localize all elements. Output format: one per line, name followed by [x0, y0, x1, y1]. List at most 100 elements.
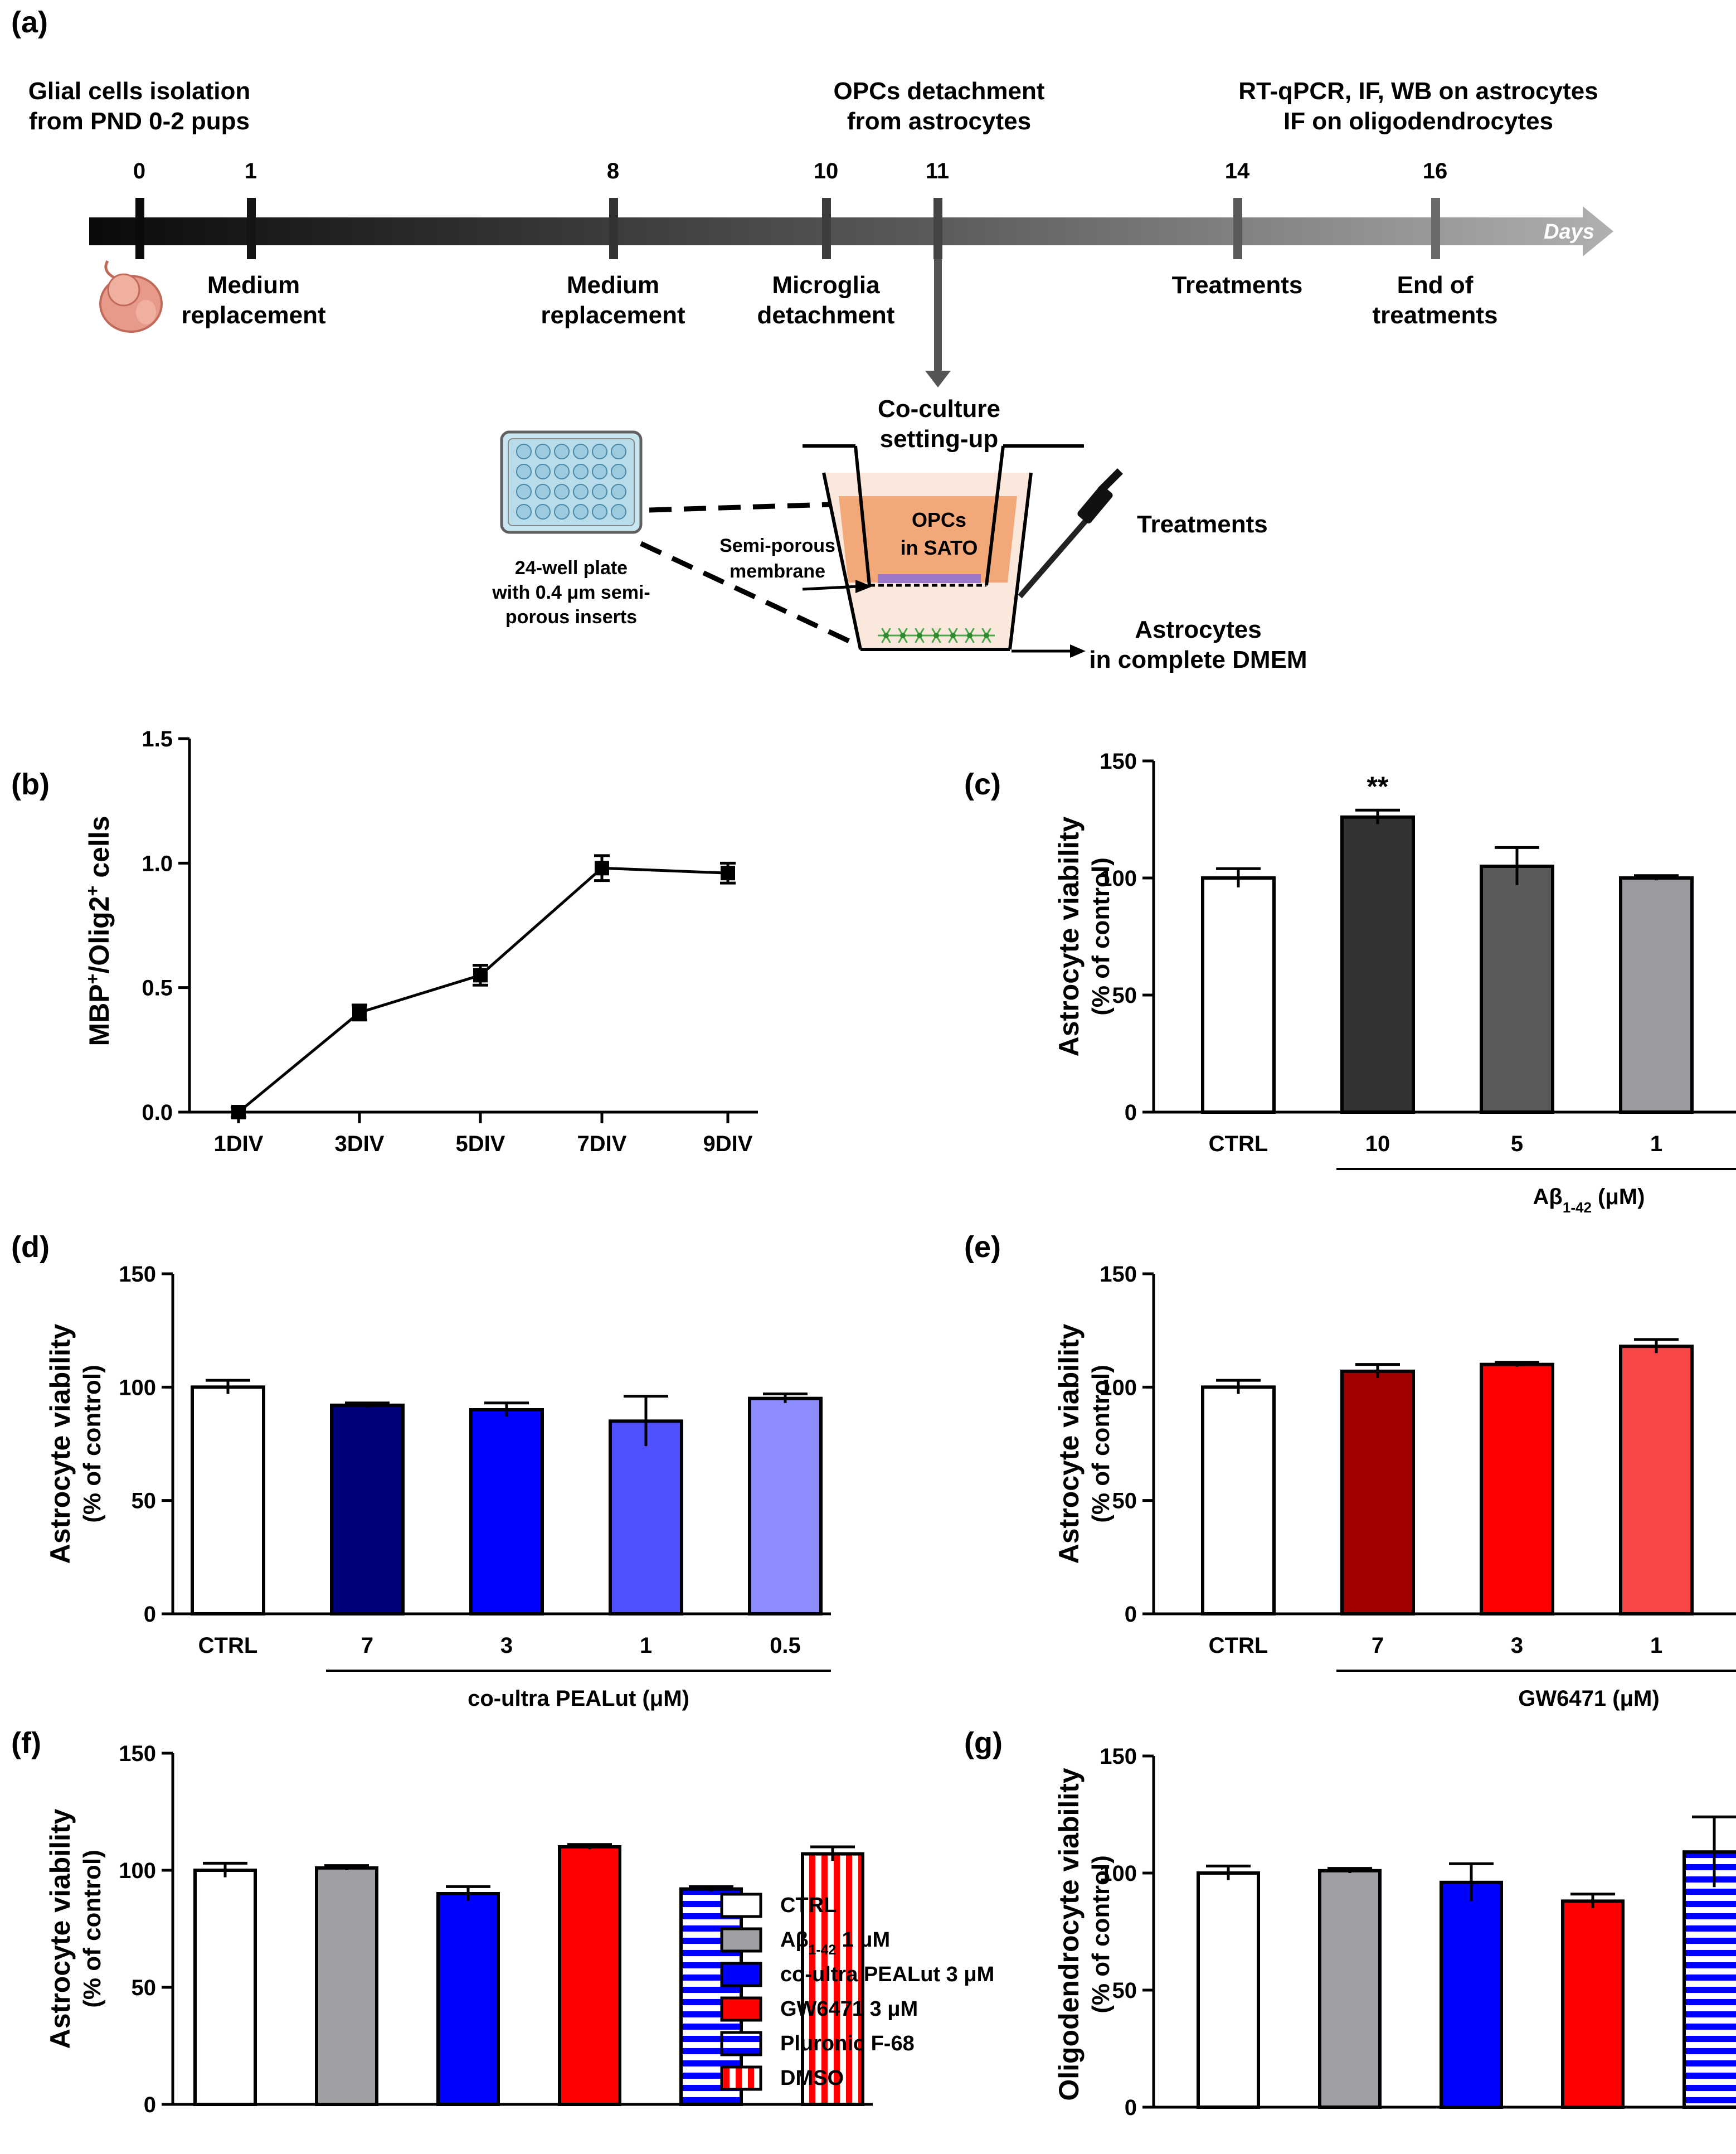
coculture-arrow: [925, 259, 951, 387]
bottom-label-14: Treatments: [1172, 271, 1303, 299]
chart-e-y-tick-label: 150: [1100, 1262, 1137, 1287]
plate-well: [611, 444, 626, 459]
chart-b-ylabel: MBP+/Olig2+ cells: [82, 816, 115, 1046]
panel-label-f: (f): [11, 1726, 41, 1760]
chart-d-y-tick-label: 0: [144, 1602, 156, 1627]
astrocyte-body: [967, 633, 972, 638]
chart-e-bar: [1340, 1369, 1415, 1616]
legend-f: CTRL Aβ1-42 1 μM co-ultra PEALut 3 μM GW647…: [720, 1893, 994, 2091]
panel-label-b: (b): [11, 768, 50, 801]
astrocyte-body: [900, 633, 906, 638]
chart-b-x-tick-label: 7DIV: [577, 1132, 627, 1156]
panel-a: (a) Glial cells isolation from PND 0-2 p…: [11, 6, 1613, 673]
astrocyte-body: [883, 633, 889, 638]
chart-d-bar: [330, 1403, 405, 1616]
chart-c-bar: [1340, 815, 1415, 1114]
chart-c-ylabel-2: (% of control): [1087, 857, 1115, 1016]
plate-well: [516, 464, 532, 479]
day-tick-10: 10: [814, 159, 839, 183]
chart-g-y-tick-label: 50: [1112, 1978, 1137, 2003]
chart-g-y-tick-label: 100: [1100, 1861, 1137, 1886]
chart-e-y-tick-label: 100: [1100, 1375, 1137, 1400]
bottom-label-8a: Medium: [567, 271, 659, 299]
chart-b-y-tick-label: 0.0: [142, 1100, 173, 1125]
plate-well: [554, 504, 570, 520]
chart-g-bar: [1197, 1871, 1260, 2109]
chart-c-x-tick-label: 10: [1365, 1132, 1390, 1156]
timeline-top-left-1: Glial cells isolation: [28, 77, 251, 105]
chart-d-x-tick-label: 0.5: [770, 1633, 801, 1658]
chart-d-x-tick-label: 1: [640, 1633, 652, 1658]
plate-well: [573, 464, 589, 479]
chart-f-y-tick-label: 150: [119, 1741, 156, 1766]
legend-swatch: [720, 1927, 762, 1953]
chart-d-bar: [469, 1408, 544, 1616]
chart-g-ylabel-1: Oligodendrocyte viability: [1053, 1768, 1085, 2101]
chart-c-y-tick-label: 150: [1100, 749, 1137, 774]
chart-g-bar: [1682, 1850, 1736, 2109]
chart-d-x-tick-label: CTRL: [198, 1633, 258, 1658]
plate-well: [535, 464, 551, 479]
day-tick-1: 1: [245, 159, 257, 183]
timeline-ticks: [135, 198, 1440, 259]
opcs-label-1: OPCs: [912, 508, 966, 531]
membrane-label-2: membrane: [730, 561, 825, 582]
plate-well: [592, 504, 607, 520]
chart-c-x-tick-label: 1: [1650, 1132, 1662, 1156]
well-plate-icon: [500, 430, 643, 534]
plate-well: [516, 444, 532, 459]
chart-g-ylabel-2: (% of control): [1087, 1855, 1115, 2014]
plate-well: [611, 504, 626, 520]
legend-swatch: [720, 1962, 762, 1987]
chart-f-bar: [558, 1845, 621, 2106]
chart-d-ylabel-1: Astrocyte viability: [45, 1323, 76, 1564]
opcs-label-2: in SATO: [901, 536, 978, 559]
chart-b-y-tick-label: 0.5: [142, 976, 173, 1001]
chart-e-x-tick-label: 7: [1372, 1633, 1384, 1658]
coculture-label-1: Co-culture: [878, 395, 1000, 423]
chart-c-significance: **: [1367, 771, 1389, 802]
bottom-label-10b: detachment: [757, 302, 895, 329]
plate-well: [592, 464, 607, 479]
bottom-label-16b: treatments: [1373, 302, 1498, 329]
chart-g-bar: [1318, 1869, 1382, 2109]
chart-c-y-tick-label: 100: [1100, 866, 1137, 891]
chart-f-y-tick-label: 0: [144, 2093, 156, 2117]
coculture-label-2: setting-up: [880, 425, 999, 453]
legend-swatch: [720, 2031, 762, 2056]
legend-label: DMSO: [780, 2066, 844, 2090]
chart-d-y-tick-label: 50: [132, 1489, 157, 1513]
chart-c-y-tick-label: 0: [1125, 1100, 1137, 1125]
chart-b-x-tick-label: 9DIV: [703, 1132, 753, 1156]
embryo-icon: [99, 260, 163, 333]
dashed-line-top: [649, 502, 831, 513]
legend-label: CTRL: [780, 1894, 837, 1917]
membrane-label-1: Semi-porous: [719, 535, 835, 556]
chart-f-y-tick-label: 50: [132, 1976, 157, 2000]
legend-swatch: [720, 2065, 762, 2091]
plate-label-1: 24-well plate: [515, 557, 628, 579]
chart-d: 0 50 100 150 CTRL 7 3 1 0.5 co-ultra PEALut (μM) A…: [45, 1262, 831, 1711]
chart-d-bar: [609, 1419, 683, 1616]
chart-c-group-label: Aβ1-42 (μM): [1533, 1185, 1645, 1216]
plate-well: [573, 484, 589, 499]
chart-d-group-label: co-ultra PEALut (μM): [468, 1686, 689, 1711]
chart-c-ylabel-1: Astrocyte viability: [1053, 816, 1085, 1056]
chart-c-bar: [1619, 876, 1694, 1114]
chart-b-point: [595, 861, 609, 876]
chart-b-point: [721, 866, 735, 881]
legend-label: Aβ1-42 1 μM: [780, 1928, 890, 1958]
chart-f-bar: [193, 1869, 257, 2106]
plate-well: [535, 484, 551, 499]
coculture-insert: [803, 444, 1084, 651]
bottom-label-1a: Medium: [207, 271, 300, 299]
astrocyte-body: [950, 633, 956, 638]
chart-b-y-tick-label: 1.0: [142, 851, 173, 876]
chart-d-ylabel-2: (% of control): [79, 1365, 106, 1523]
chart-b: 0.0 0.5 1.0 1.5 1DIV 3DIV 5DIV 7DIV 9DIV MBP+/Oli…: [82, 727, 758, 1156]
plate-well: [554, 464, 570, 479]
chart-g: 0 50 100 150 Oligodendrocyte viability (% of …: [1053, 1744, 1736, 2120]
